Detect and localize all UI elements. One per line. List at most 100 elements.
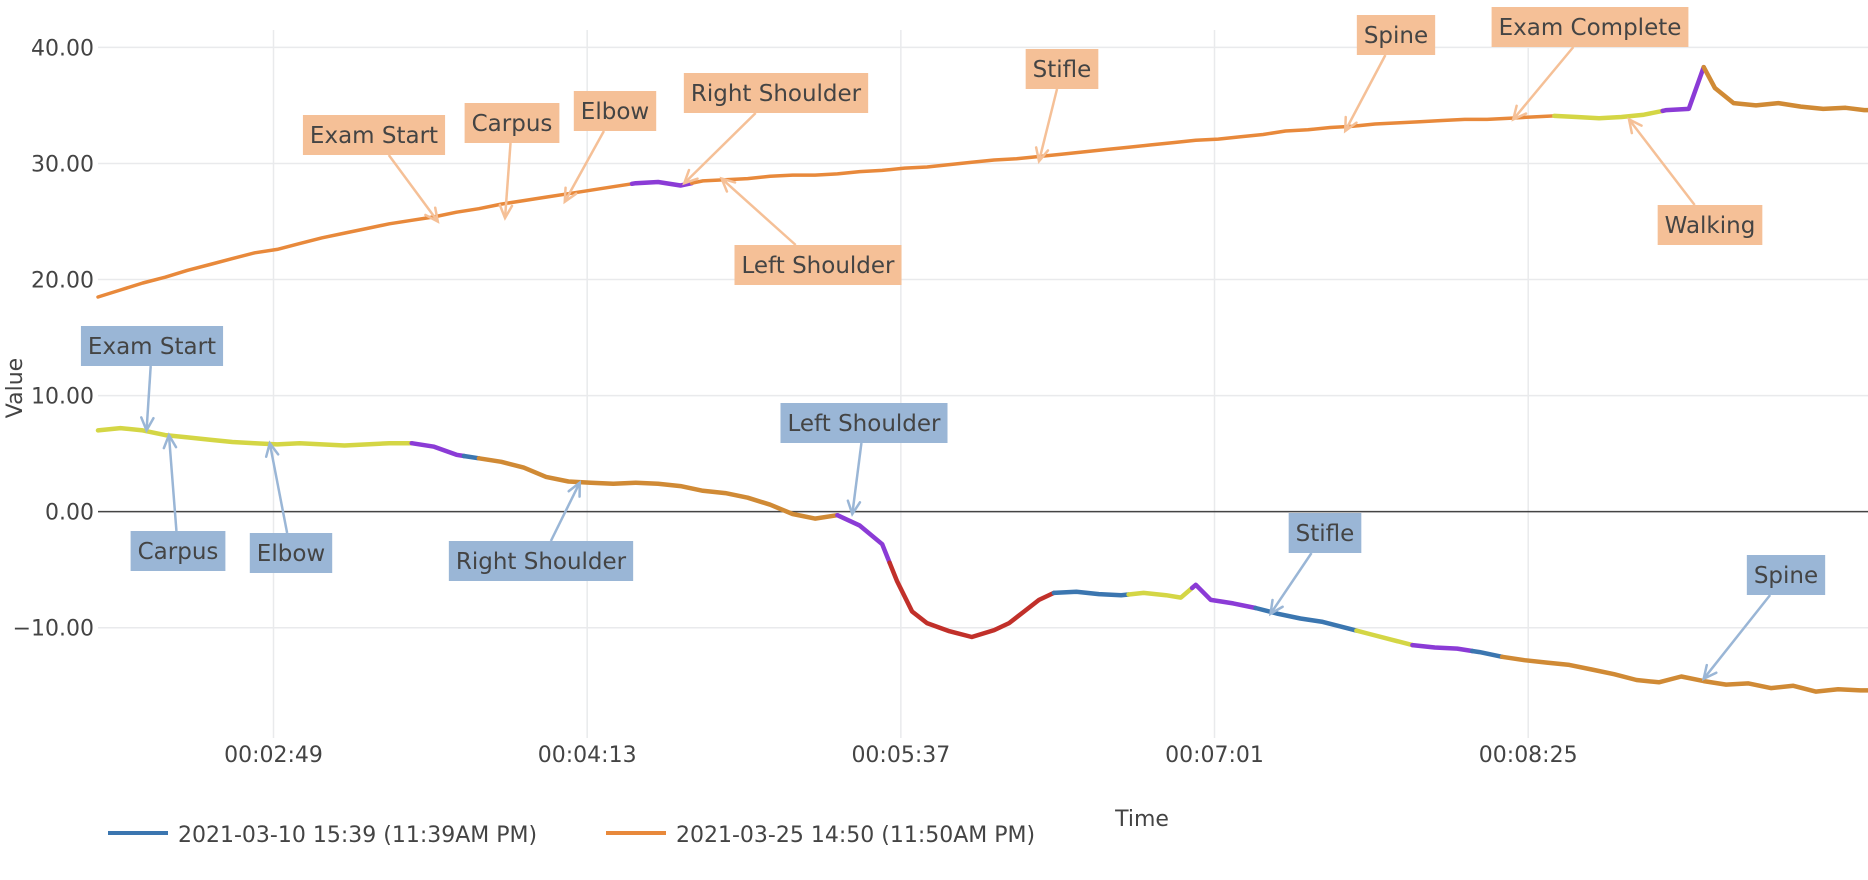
annotation: Exam Start [302,115,446,224]
annotation-box [1657,205,1763,245]
series-1-segment[interactable] [1354,628,1415,648]
series-1-segment[interactable] [835,512,892,565]
annotation-arrowhead [1268,598,1284,617]
annotation-arrowhead [1627,117,1643,135]
annotation: Exam Complete [1491,7,1689,122]
series-2-segment[interactable] [1701,64,1868,113]
series-2-segment[interactable] [629,179,694,188]
annotation-box [1746,555,1826,595]
annotation: Walking [1627,117,1763,245]
x-tick-label: 00:07:01 [1165,743,1264,768]
annotation-arrow [1269,552,1313,615]
annotation-arrow [720,177,797,246]
annotation-arrowhead [719,176,737,193]
annotation: Stifle [1268,513,1362,617]
annotation-label: Stifle [1033,57,1092,83]
series-1-segment[interactable] [887,560,1057,640]
series-2-segment[interactable] [96,182,634,299]
series-1-segment[interactable] [476,456,840,521]
annotation-box [249,533,333,573]
series-lines [95,64,1868,694]
annotation: Right Shoulder [448,480,634,581]
series-1-segment[interactable] [95,425,414,448]
annotation-arrow [145,365,152,431]
grid-lines [98,30,1868,738]
annotation-label: Exam Complete [1499,15,1682,41]
annotation-box [302,115,446,155]
annotation-box [1356,15,1436,55]
annotation: Carpus [130,432,226,571]
annotation-box [464,103,560,143]
x-axis-title: Time [1114,807,1169,832]
series-1-segment[interactable] [409,440,467,459]
annotation-box [1025,49,1099,89]
y-tick-label: 20.00 [31,269,94,294]
annotation-arrowhead [498,203,514,221]
annotation-label: Elbow [257,541,325,567]
series-1-segment[interactable] [461,453,482,461]
annotation-label: Exam Start [88,334,216,360]
annotation-arrow [268,442,289,534]
y-tick-label: 10.00 [31,385,94,410]
axis-tick-labels: 40.00 30.00 20.00 10.00 0.00 −10.00 00:02:49 00… [13,36,1578,768]
annotations: Exam Start Carpus Elbow Right Shoulder Left … [80,7,1826,682]
annotation-arrowhead [140,416,155,434]
annotation-label: Left Shoulder [741,253,895,279]
annotation-arrowhead [1034,146,1050,164]
annotation-arrowhead [567,480,581,498]
annotation-arrow [167,434,178,532]
annotation: Elbow [563,91,657,205]
legend-label-series-2[interactable]: 2021-03-25 14:50 (11:50AM PM) [676,823,1035,848]
y-axis-title: Value [3,358,28,418]
legend: 2021-03-10 15:39 (11:39AM PM) 2021-03-25… [108,823,1035,848]
annotation-arrowhead [682,168,699,186]
annotation-label: Carpus [138,539,219,565]
series-1-segment[interactable] [1499,654,1868,694]
series-2 [96,64,1868,299]
annotation: Spine [1701,555,1826,682]
annotation-box [130,531,226,571]
annotation-arrowhead [1511,104,1528,122]
annotation: Left Shoulder [780,403,948,517]
annotation-box [683,73,869,113]
y-tick-label: 40.00 [31,36,94,61]
series-1-segment[interactable] [1126,585,1195,600]
annotation-arrow [1702,594,1772,680]
series-1-segment[interactable] [1410,642,1475,654]
annotation-arrow [563,130,606,203]
legend-label-series-1[interactable]: 2021-03-10 15:39 (11:39AM PM) [178,823,537,848]
annotation-label: Stifle [1296,521,1355,547]
series-2-segment[interactable] [689,114,1557,185]
annotation-box [448,541,634,581]
annotation-box [1491,7,1689,47]
annotation-box [80,326,224,366]
annotation: Stifle [1025,49,1099,164]
annotation-arrow [1344,54,1387,132]
series-2-segment[interactable] [1552,108,1665,121]
annotation: Carpus [464,103,560,221]
annotation-label: Right Shoulder [691,81,862,107]
x-tick-label: 00:02:49 [224,743,323,768]
annotation-arrow [387,154,439,223]
annotation-arrowhead [424,206,440,224]
series-1-segment[interactable] [1051,589,1131,598]
annotation-arrowhead [846,499,862,517]
series-1-segment[interactable] [1469,648,1505,660]
annotation-arrowhead [1343,115,1358,134]
annotation-box [734,245,902,285]
annotation-label: Right Shoulder [456,549,627,575]
annotation-arrow [1512,46,1575,121]
annotation-box [1288,513,1362,553]
annotation-arrow [683,112,757,185]
annotation-arrowhead [264,440,280,458]
annotation-label: Elbow [581,99,649,125]
annotation: Left Shoulder [719,176,902,285]
annotation-box [780,403,948,443]
annotation-label: Spine [1754,563,1818,589]
series-1-segment[interactable] [1189,582,1258,611]
annotation-arrow [1037,88,1059,162]
series-2-segment[interactable] [1660,64,1706,114]
y-tick-label: −10.00 [13,617,94,642]
